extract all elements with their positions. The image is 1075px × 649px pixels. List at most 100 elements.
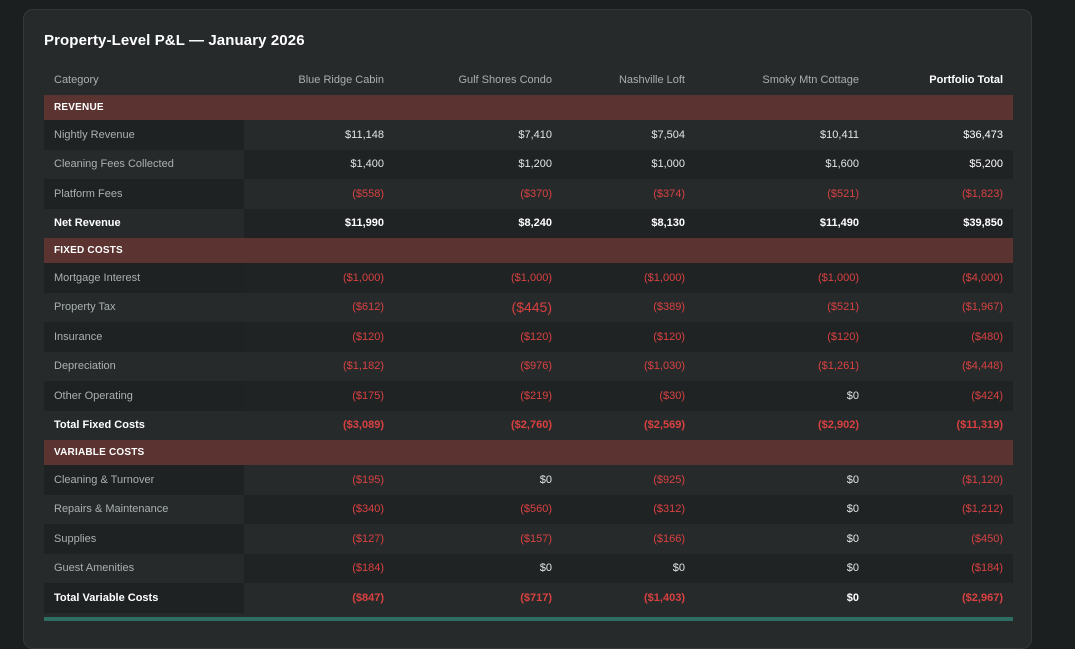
portfolio-total-cell: ($4,000) [869, 263, 1013, 293]
row-label: Other Operating [44, 381, 244, 411]
row-label: Repairs & Maintenance [44, 494, 244, 524]
value-cell: $1,600 [695, 149, 869, 179]
value-cell: ($1,000) [562, 263, 695, 293]
value-cell: ($175) [244, 381, 394, 411]
portfolio-total-cell: ($2,967) [869, 583, 1013, 613]
value-cell: $0 [695, 583, 869, 613]
table-row: Guest Amenities ($184) $0 $0 $0 ($184) [44, 553, 1013, 583]
row-label: Property Tax [44, 292, 244, 322]
value-cell: ($374) [562, 179, 695, 209]
value-cell: ($184) [244, 553, 394, 583]
value-cell: ($370) [394, 179, 562, 209]
value-cell: ($340) [244, 494, 394, 524]
table-row: Supplies ($127) ($157) ($166) $0 ($450) [44, 524, 1013, 554]
value-cell: ($445) [394, 292, 562, 322]
portfolio-total-cell: ($450) [869, 524, 1013, 554]
value-cell: ($120) [244, 322, 394, 352]
portfolio-total-cell: ($11,319) [869, 410, 1013, 440]
value-cell: ($717) [394, 583, 562, 613]
section-label: VARIABLE COSTS [44, 440, 1013, 465]
row-label: Net Revenue [44, 208, 244, 238]
value-cell: $0 [562, 553, 695, 583]
subtotal-row: Total Variable Costs ($847) ($717) ($1,403)… [44, 583, 1013, 613]
pl-report-card: Property-Level P&L — January 2026 Catego… [23, 9, 1032, 649]
table-row: Platform Fees ($558) ($370) ($374) ($521) ($1… [44, 179, 1013, 209]
value-cell: $0 [695, 381, 869, 411]
portfolio-total-cell: $5,200 [869, 149, 1013, 179]
row-label: Supplies [44, 524, 244, 554]
table-row: Depreciation ($1,182) ($976) ($1,030) ($1,26… [44, 351, 1013, 381]
value-cell: $11,490 [695, 208, 869, 238]
portfolio-total-cell: ($1,212) [869, 494, 1013, 524]
value-cell: ($976) [394, 351, 562, 381]
table-row: Repairs & Maintenance ($340) ($560) ($312) $… [44, 494, 1013, 524]
subtotal-row: Net Revenue $11,990 $8,240 $8,130 $11,490 $39… [44, 208, 1013, 238]
value-cell: ($1,030) [562, 351, 695, 381]
value-cell: $1,200 [394, 149, 562, 179]
value-cell: $8,240 [394, 208, 562, 238]
table-row: Mortgage Interest ($1,000) ($1,000) ($1,000… [44, 263, 1013, 293]
report-title: Property-Level P&L — January 2026 [44, 32, 305, 49]
value-cell: ($521) [695, 292, 869, 322]
section-header-row: FIXED COSTS [44, 238, 1013, 263]
section-header-row: VARIABLE COSTS [44, 440, 1013, 465]
table-row: Nightly Revenue $11,148 $7,410 $7,504 $10,41… [44, 120, 1013, 150]
value-cell: ($1,182) [244, 351, 394, 381]
value-cell: ($166) [562, 524, 695, 554]
value-cell: $7,410 [394, 120, 562, 150]
section-label: FIXED COSTS [44, 238, 1013, 263]
value-cell: ($2,760) [394, 410, 562, 440]
row-label: Cleaning & Turnover [44, 465, 244, 495]
value-cell: ($612) [244, 292, 394, 322]
portfolio-total-cell: $39,850 [869, 208, 1013, 238]
column-header-category: Category [54, 74, 99, 86]
portfolio-total-cell: ($4,448) [869, 351, 1013, 381]
portfolio-total-cell: ($1,823) [869, 179, 1013, 209]
value-cell: ($120) [394, 322, 562, 352]
value-cell: ($30) [562, 381, 695, 411]
value-cell: $11,990 [244, 208, 394, 238]
value-cell: ($120) [562, 322, 695, 352]
value-cell: ($1,261) [695, 351, 869, 381]
column-header-portfolio-total: Portfolio Total [929, 74, 1003, 86]
value-cell: $8,130 [562, 208, 695, 238]
value-cell: ($389) [562, 292, 695, 322]
row-label: Total Fixed Costs [44, 410, 244, 440]
portfolio-total-cell: ($184) [869, 553, 1013, 583]
table-body: REVENUE Nightly Revenue $11,148 $7,410 $7,50… [44, 95, 1013, 613]
value-cell: $0 [695, 494, 869, 524]
value-cell: $0 [394, 465, 562, 495]
row-label: Insurance [44, 322, 244, 352]
portfolio-total-cell: ($480) [869, 322, 1013, 352]
value-cell: ($120) [695, 322, 869, 352]
portfolio-total-cell: ($1,120) [869, 465, 1013, 495]
value-cell: ($847) [244, 583, 394, 613]
value-cell: $0 [695, 524, 869, 554]
column-header-gulf-shores-condo: Gulf Shores Condo [458, 74, 552, 86]
table-header-row: Category Blue Ridge Cabin Gulf Shores Co… [44, 65, 1013, 95]
value-cell: ($1,000) [244, 263, 394, 293]
value-cell: ($2,902) [695, 410, 869, 440]
section-header-row: REVENUE [44, 95, 1013, 120]
value-cell: $7,504 [562, 120, 695, 150]
column-header-nashville-loft: Nashville Loft [618, 74, 685, 86]
table-row: Property Tax ($612) ($445) ($389) ($521) ($1,… [44, 292, 1013, 322]
value-cell: ($521) [695, 179, 869, 209]
row-label: Cleaning Fees Collected [44, 149, 244, 179]
value-cell: $11,148 [244, 120, 394, 150]
subtotal-row: Total Fixed Costs ($3,089) ($2,760) ($2,569… [44, 410, 1013, 440]
net-income-band-edge [44, 617, 1013, 621]
value-cell: ($195) [244, 465, 394, 495]
portfolio-total-cell: ($1,967) [869, 292, 1013, 322]
value-cell: ($2,569) [562, 410, 695, 440]
row-label: Mortgage Interest [44, 263, 244, 293]
value-cell: ($1,403) [562, 583, 695, 613]
column-header-smoky-mtn-cottage: Smoky Mtn Cottage [762, 74, 859, 86]
portfolio-total-cell: $36,473 [869, 120, 1013, 150]
value-cell: ($560) [394, 494, 562, 524]
portfolio-total-cell: ($424) [869, 381, 1013, 411]
row-label: Nightly Revenue [44, 120, 244, 150]
row-label: Total Variable Costs [44, 583, 244, 613]
value-cell: $0 [394, 553, 562, 583]
value-cell: ($925) [562, 465, 695, 495]
